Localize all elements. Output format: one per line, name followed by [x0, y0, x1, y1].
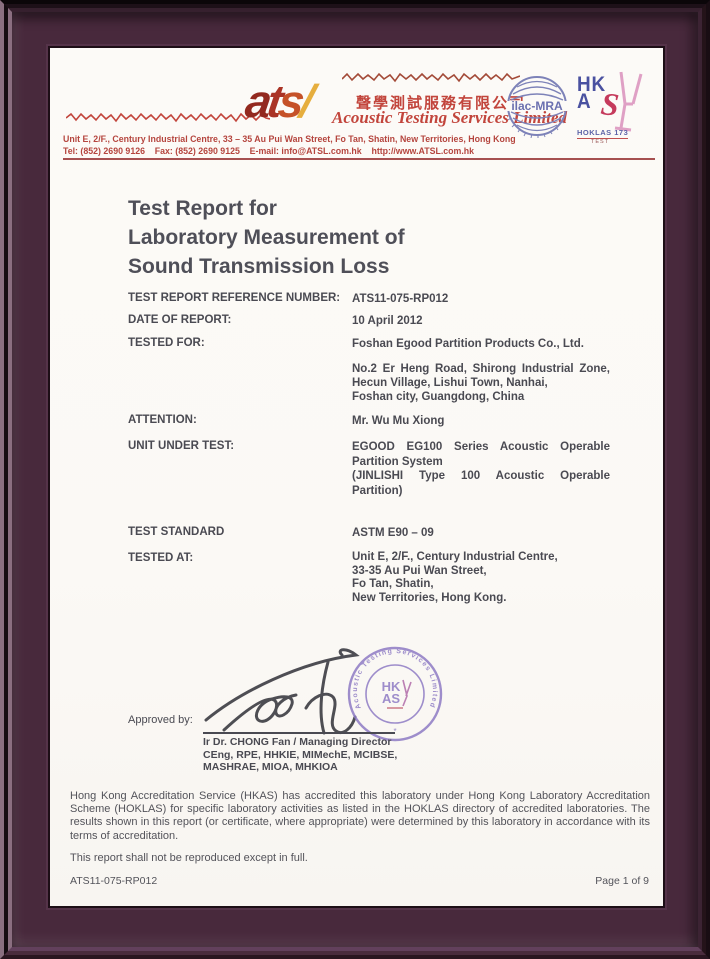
ilac-mra-label: ilac-MRA [511, 99, 563, 113]
tested-at-line4: New Territories, Hong Kong. [352, 591, 507, 604]
unit-line1: EGOOD EG100 Series Acoustic Operable [352, 441, 610, 453]
field-value-date: 10 April 2012 [352, 315, 423, 327]
title-line1: Test Report for [128, 197, 277, 220]
field-label-attention: ATTENTION: [128, 414, 197, 426]
field-label-tested-for: TESTED FOR: [128, 337, 205, 349]
company-stamp: Acoustic Testing Services Limited * HK A… [347, 646, 443, 742]
ilac-mra-logo-icon: ilac-MRA [507, 76, 567, 138]
stamp-center-as: AS [382, 691, 400, 706]
hoklas-test-label: TEST [591, 139, 610, 145]
approver-qualifications-2: MASHRAE, MIOA, MHKIOA [203, 761, 338, 773]
signature [204, 648, 360, 735]
hkas-letters: HK A [577, 73, 607, 113]
field-label-test-standard: TEST STANDARD [128, 526, 225, 538]
company-name-chinese: 聲學測試服務有限公司 [356, 95, 527, 112]
unit-line4: Partition) [352, 484, 403, 497]
company-address: Unit E, 2/F., Century Industrial Centre,… [63, 134, 516, 144]
stamp-star: * [393, 727, 396, 736]
field-label-unit-under-test: UNIT UNDER TEST: [128, 440, 235, 452]
field-value-attention: Mr. Wu Mu Xiong [352, 415, 445, 427]
approver-name: Ir Dr. CHONG Fan / Managing Director [203, 736, 392, 748]
field-value-tested-for: Foshan Egood Partition Products Co., Ltd… [352, 338, 584, 350]
reproduction-notice: This report shall not be reproduced exce… [70, 852, 308, 864]
tested-at-line2: 33-35 Au Pui Wan Street, [352, 564, 487, 577]
accreditation-statement: Hong Kong Accreditation Service (HKAS) h… [70, 790, 650, 842]
tested-at-line3: Fo Tan, Shatin, [352, 578, 434, 590]
report-page: ats/ 聲學測試服務有限公司 Acoustic Testing Service… [50, 48, 663, 906]
title-line2: Laboratory Measurement of [128, 226, 405, 249]
unit-line3: (JINLISHI Type 100 Acoustic Operable [352, 470, 610, 482]
stamp-center-hk: HK [382, 679, 401, 694]
field-value-tested-at: Unit E, 2/F., Century Industrial Centre,… [352, 551, 610, 605]
tested-for-address: No.2 Er Heng Road, Shirong Industrial Zo… [352, 362, 610, 404]
field-value-reference: ATS11-075-RP012 [352, 293, 449, 305]
page-title: Test Report for Laboratory Measurement o… [128, 194, 405, 281]
hkas-line-a: A [577, 90, 592, 113]
hkas-line-hk: HK [577, 73, 607, 96]
company-contact: Tel: (852) 2690 9126 Fax: (852) 2690 912… [63, 146, 475, 156]
footer-report-reference: ATS11-075-RP012 [70, 875, 158, 887]
field-value-test-standard: ASTM E90 – 09 [352, 527, 434, 539]
tested-at-line1: Unit E, 2/F., Century Industrial Centre, [352, 551, 558, 563]
header-divider [63, 158, 655, 160]
tested-for-address-line2: Hecun Village, Lishui Town, Nanhai, [352, 377, 548, 389]
approver-qualifications-1: CEng, RPE, HHKIE, MIMechE, MCIBSE, [203, 748, 398, 761]
waveform-zigzag-left-icon [66, 112, 270, 123]
field-label-tested-at: TESTED AT: [128, 552, 194, 564]
waveform-zigzag-right-icon [342, 72, 520, 83]
hkas-logo: HK A S HOKLAS 173 TEST [577, 71, 655, 164]
approver-details: Ir Dr. CHONG Fan / Managing Director CEn… [203, 736, 397, 774]
signature-line [203, 732, 395, 734]
approved-by-label: Approved by: [128, 714, 193, 726]
atsl-logo: ats/ [242, 74, 313, 128]
tested-for-address-line3: Foshan city, Guangdong, China [352, 391, 525, 403]
hoklas-accreditation-number: HOKLAS 173 [577, 128, 629, 139]
field-value-unit-under-test: EGOOD EG100 Series Acoustic Operable Par… [352, 440, 610, 498]
field-label-date: DATE OF REPORT: [128, 314, 232, 326]
field-label-reference: TEST REPORT REFERENCE NUMBER: [128, 292, 341, 304]
page-number: Page 1 of 9 [595, 875, 649, 887]
unit-line2: Partition System [352, 455, 443, 468]
title-line3: Sound Transmission Loss [128, 255, 390, 278]
hkas-tuning-fork-icon [614, 71, 643, 132]
tested-for-address-line1: No.2 Er Heng Road, Shirong Industrial Zo… [352, 363, 610, 375]
